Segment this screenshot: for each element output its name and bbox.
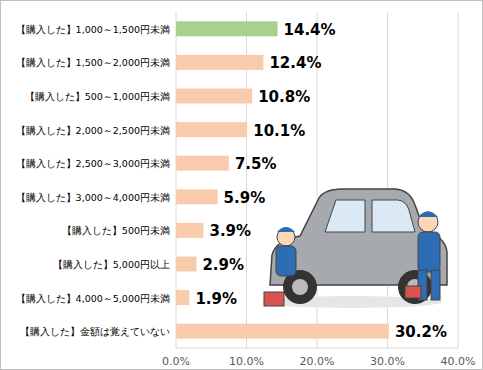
bar <box>176 324 389 339</box>
mechanic-cap <box>418 212 438 218</box>
category-label: 【購入した】500円未満 <box>62 225 170 236</box>
data-label: 12.4% <box>269 54 321 72</box>
category-label: 【購入した】3,000～4,000円未満 <box>16 192 170 203</box>
mechanic-cap <box>277 227 295 232</box>
category-label: 【購入した】4,000～5,000円未満 <box>16 293 170 304</box>
bar <box>176 290 189 305</box>
mechanic-body <box>418 232 440 272</box>
bar <box>176 223 203 238</box>
category-label: 【購入した】1,500～2,000円未満 <box>16 57 170 68</box>
tick-label: 0.0% <box>162 355 190 368</box>
tick-label: 30.0% <box>370 355 405 368</box>
bar <box>176 257 196 272</box>
data-label: 3.9% <box>209 222 251 240</box>
category-label: 【購入した】5,000円以上 <box>53 259 170 270</box>
toolbox <box>405 286 421 298</box>
mechanic-head <box>418 212 438 232</box>
data-label: 14.4% <box>284 21 336 39</box>
data-label: 30.2% <box>395 323 447 341</box>
bar <box>176 122 247 137</box>
car-window <box>372 200 415 232</box>
category-label: 【購入した】1,000～1,500円未満 <box>16 24 170 35</box>
chart: 0.0% 10.0% 20.0% 30.0% 40.0% 【購入した】1,000～1,50… <box>0 0 483 370</box>
category-label: 【購入した】500～1,000円未満 <box>25 91 170 102</box>
bars <box>176 21 389 338</box>
data-label: 1.9% <box>195 290 237 308</box>
category-label: 【購入した】2,500～3,000円未満 <box>16 158 170 169</box>
mechanic-leg <box>431 270 440 300</box>
bar <box>176 89 252 104</box>
data-label: 7.5% <box>235 155 277 173</box>
bar <box>176 189 218 204</box>
grid <box>176 12 458 348</box>
car-window <box>325 200 365 232</box>
labels: 【購入した】1,000～1,500円未満 14.4% 【購入した】1,500～2,0… <box>16 21 447 341</box>
data-label: 10.8% <box>258 88 310 106</box>
data-label: 10.1% <box>253 122 305 140</box>
category-label: 【購入した】金額は覚えていない <box>20 326 170 337</box>
car-illustration <box>262 189 447 308</box>
tick-label: 40.0% <box>441 355 476 368</box>
car-wheel <box>398 270 432 304</box>
data-label: 2.9% <box>202 256 244 274</box>
tick-label: 20.0% <box>300 355 335 368</box>
car-hub <box>292 279 308 295</box>
data-label: 5.9% <box>224 189 266 207</box>
bar <box>176 156 229 171</box>
bar <box>176 21 278 36</box>
mechanic-body <box>276 246 296 276</box>
chart-border <box>1 1 483 370</box>
tick-label: 10.0% <box>229 355 264 368</box>
grid-line <box>458 12 459 348</box>
category-label: 【購入した】2,000～2,500円未満 <box>16 125 170 136</box>
bar <box>176 55 263 70</box>
mechanic-head <box>277 228 295 246</box>
toolbox <box>264 292 284 306</box>
x-axis-line <box>176 348 458 349</box>
